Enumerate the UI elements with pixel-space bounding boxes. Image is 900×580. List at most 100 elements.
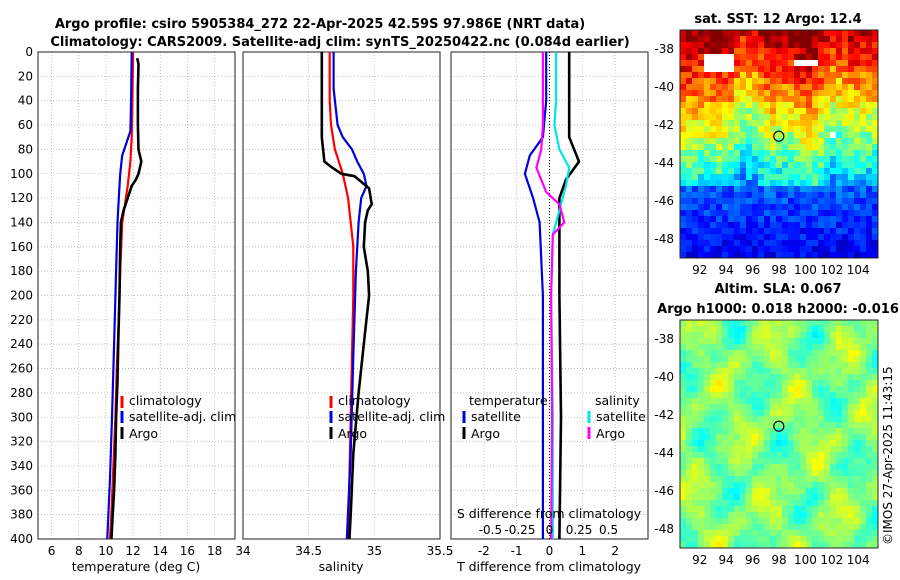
heatmap-cell — [842, 60, 849, 67]
heatmap-cell — [806, 234, 813, 241]
lon-tick-label: 100 — [794, 553, 817, 567]
heatmap-cell — [776, 500, 783, 507]
heatmap-cell — [854, 174, 861, 181]
heatmap-cell — [836, 210, 843, 217]
heatmap-cell — [722, 30, 729, 37]
heatmap-cell — [860, 536, 867, 543]
heatmap-cell — [818, 252, 825, 258]
heatmap-cell — [812, 42, 819, 49]
heatmap-cell — [800, 542, 807, 548]
heatmap-cell — [722, 180, 729, 187]
heatmap-cell — [836, 54, 843, 61]
heatmap-cell — [848, 150, 855, 157]
heatmap-cell — [872, 252, 878, 258]
heatmap-cell — [734, 362, 741, 369]
heatmap-cell — [710, 518, 717, 525]
lon-tick-label: 92 — [692, 263, 707, 277]
heatmap-cell — [692, 410, 699, 417]
heatmap-cell — [734, 536, 741, 543]
heatmap-cell — [824, 96, 831, 103]
heatmap-cell — [692, 234, 699, 241]
heatmap-cell — [758, 198, 765, 205]
heatmap-cell — [770, 482, 777, 489]
heatmap-cell — [860, 530, 867, 537]
heatmap-cell — [770, 500, 777, 507]
heatmap-cell — [770, 66, 777, 73]
heatmap-cell — [800, 338, 807, 345]
heatmap-cell — [764, 524, 771, 531]
heatmap-cell — [722, 228, 729, 235]
heatmap-cell — [848, 156, 855, 163]
heatmap-cell — [680, 48, 687, 55]
heatmap-cell — [812, 36, 819, 43]
heatmap-cell — [686, 60, 693, 67]
heatmap-cell — [746, 210, 753, 217]
heatmap-cell — [764, 144, 771, 151]
heatmap-cell — [860, 506, 867, 513]
heatmap-cell — [698, 362, 705, 369]
heatmap-cell — [710, 216, 717, 223]
heatmap-cell — [692, 108, 699, 115]
heatmap-cell — [842, 452, 849, 459]
heatmap-cell — [770, 240, 777, 247]
heatmap-cell — [866, 320, 873, 327]
heatmap-cell — [752, 536, 759, 543]
heatmap-cell — [866, 246, 873, 253]
heatmap-cell — [800, 126, 807, 133]
heatmap-cell — [800, 506, 807, 513]
heatmap-cell — [788, 380, 795, 387]
heatmap-cell — [758, 374, 765, 381]
heatmap-cell — [800, 422, 807, 429]
heatmap-cell — [854, 126, 861, 133]
heatmap-cell — [830, 240, 837, 247]
heatmap-cell — [788, 174, 795, 181]
heatmap-cell — [686, 120, 693, 127]
heatmap-cell — [824, 240, 831, 247]
heatmap-cell — [770, 494, 777, 501]
heatmap-cell — [716, 54, 723, 61]
heatmap-cell — [746, 42, 753, 49]
heatmap-cell — [812, 162, 819, 169]
heatmap-cell — [782, 338, 789, 345]
heatmap-cell — [740, 542, 747, 548]
heatmap-cell — [848, 446, 855, 453]
heatmap-cell — [764, 138, 771, 145]
heatmap-cell — [770, 386, 777, 393]
heatmap-cell — [842, 416, 849, 423]
heatmap-cell — [824, 30, 831, 37]
heatmap-cell — [806, 168, 813, 175]
heatmap-cell — [734, 512, 741, 519]
heatmap-cell — [800, 326, 807, 333]
heatmap-cell — [806, 132, 813, 139]
heatmap-cell — [746, 410, 753, 417]
lon-tick-label: 104 — [847, 553, 870, 567]
heatmap-cell — [788, 144, 795, 151]
series-line-satellite-adj-clim — [332, 52, 368, 540]
heatmap-cell — [866, 186, 873, 193]
heatmap-cell — [860, 168, 867, 175]
heatmap-cell — [812, 500, 819, 507]
heatmap-cell — [806, 464, 813, 471]
heatmap-cell — [770, 198, 777, 205]
heatmap-cell — [746, 156, 753, 163]
heatmap-cell — [734, 90, 741, 97]
heatmap-cell — [728, 144, 735, 151]
heatmap-cell — [686, 156, 693, 163]
heatmap-cell — [830, 186, 837, 193]
lat-tick-label: -46 — [654, 194, 674, 208]
heatmap-cell — [842, 240, 849, 247]
heatmap-cell — [842, 380, 849, 387]
sla-map-frame — [679, 319, 879, 549]
heatmap-cell — [812, 512, 819, 519]
heatmap-cell — [752, 36, 759, 43]
heatmap-cell — [698, 84, 705, 91]
heatmap-cell — [728, 494, 735, 501]
heatmap-cell — [680, 174, 687, 181]
heatmap-cell — [698, 162, 705, 169]
heatmap-cell — [842, 48, 849, 55]
heatmap-cell — [758, 222, 765, 229]
heatmap-cell — [686, 422, 693, 429]
heatmap-cell — [782, 392, 789, 399]
heatmap-cell — [740, 470, 747, 477]
heatmap-cell — [680, 488, 687, 495]
